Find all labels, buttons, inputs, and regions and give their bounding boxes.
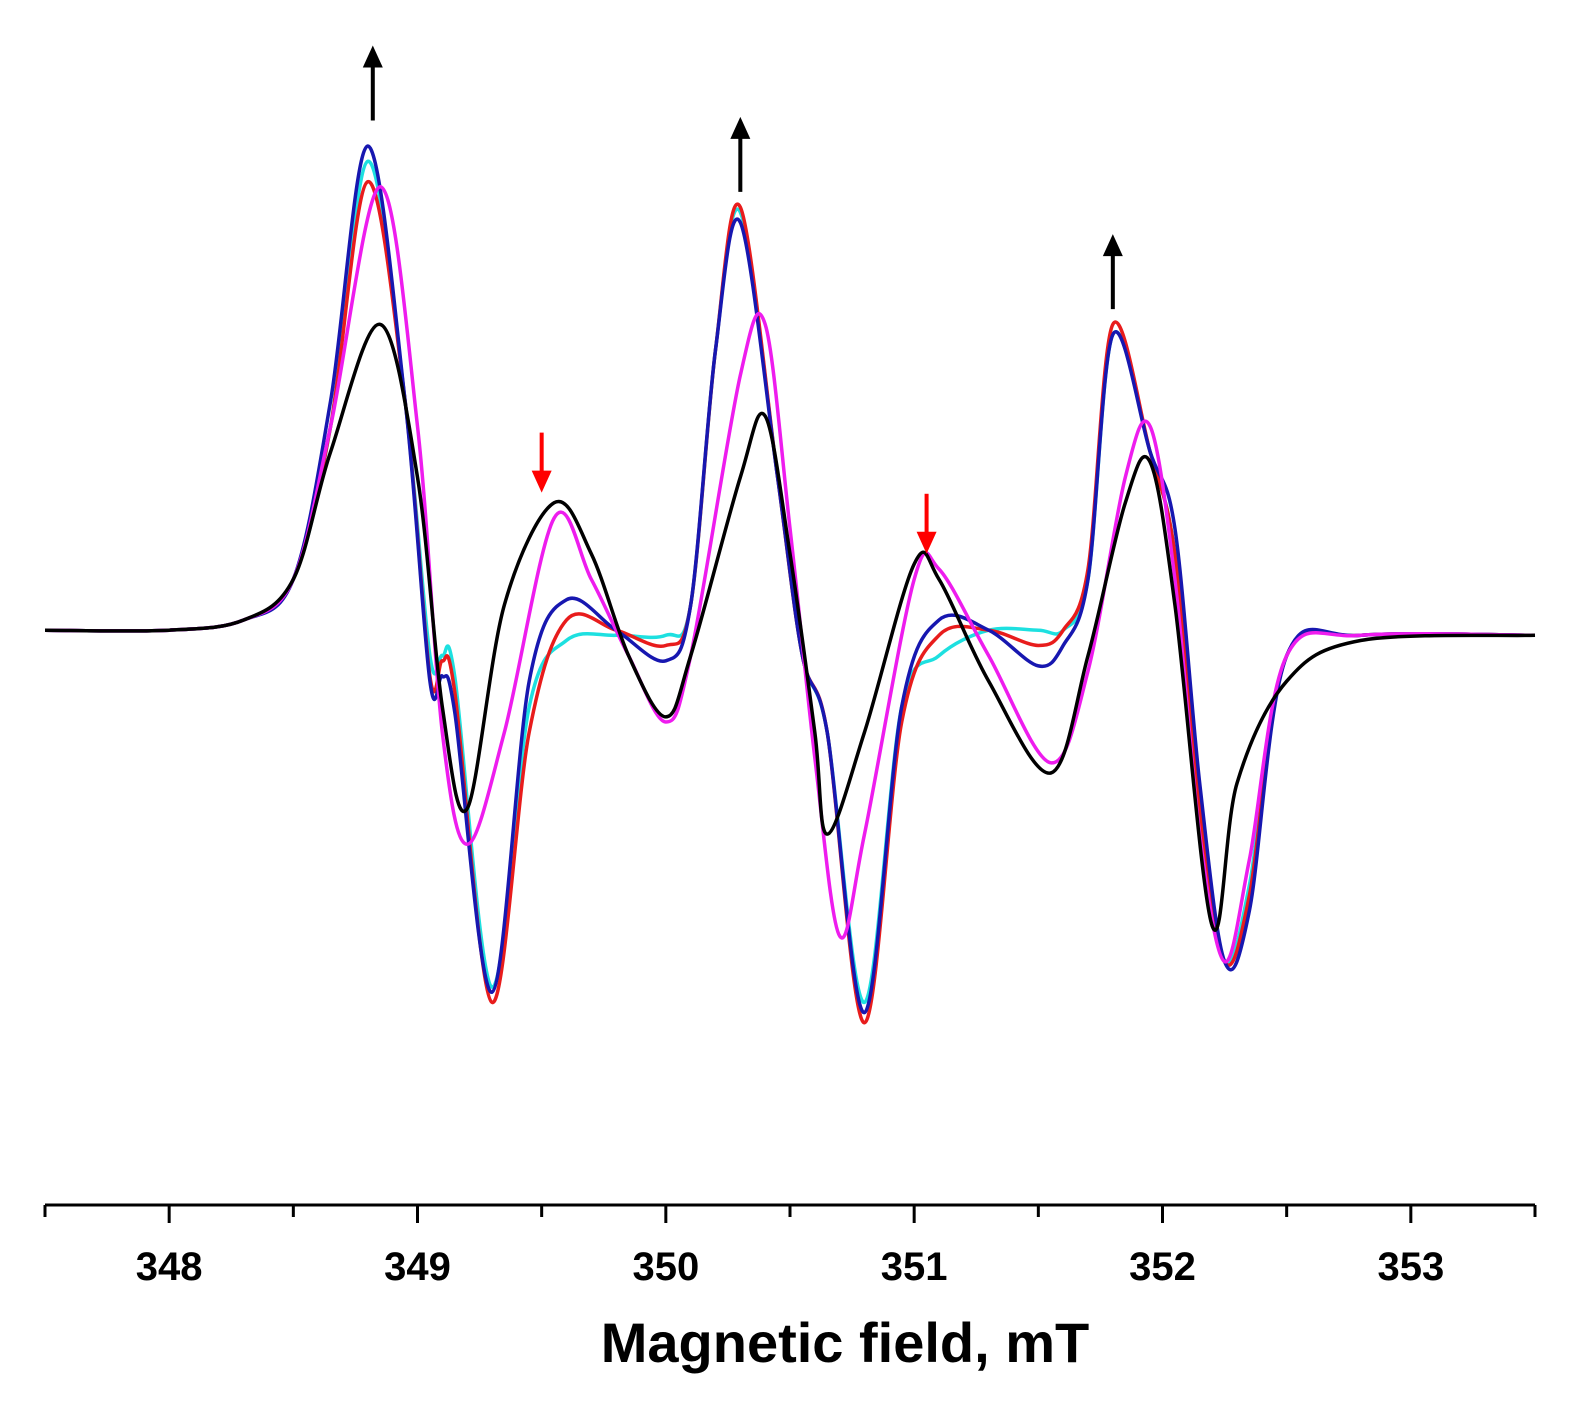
x-tick-label: 351 [881, 1245, 948, 1289]
x-axis-title: Magnetic field, mT [601, 1311, 1090, 1374]
series-line-4 [44, 322, 1536, 932]
x-axis: 348 349 350 351 352 353 [43, 1203, 1537, 1289]
x-tick-label: 350 [632, 1245, 699, 1289]
up-arrow-icon [730, 116, 751, 192]
x-tick-label: 349 [384, 1245, 451, 1289]
series-line-2 [44, 144, 1536, 1015]
x-tick-label: 348 [136, 1245, 203, 1289]
up-arrow-icon [362, 45, 383, 121]
annotation-layer [362, 45, 1123, 554]
x-axis-ticks: 348 349 350 351 352 353 [43, 1205, 1537, 1289]
x-tick-label: 352 [1129, 1245, 1196, 1289]
down-arrow-icon [531, 432, 552, 493]
x-tick-label: 353 [1377, 1245, 1444, 1289]
series-line-1 [44, 179, 1536, 1025]
up-arrow-icon [1102, 234, 1123, 310]
down-arrow-icon [916, 493, 937, 554]
series-layer [44, 144, 1536, 1025]
